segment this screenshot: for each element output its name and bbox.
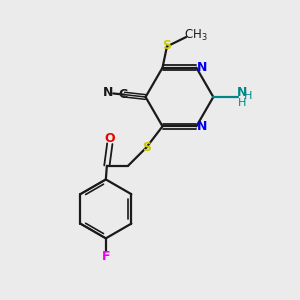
Text: H: H [244, 92, 253, 101]
Text: N: N [197, 61, 208, 74]
Text: N: N [237, 86, 248, 99]
Text: S: S [162, 39, 171, 52]
Text: F: F [102, 250, 110, 263]
Text: CH$_3$: CH$_3$ [184, 28, 207, 44]
Text: N: N [197, 120, 208, 134]
Text: O: O [104, 132, 115, 145]
Text: C: C [118, 88, 128, 100]
Text: H: H [238, 98, 247, 109]
Text: S: S [142, 141, 151, 154]
Text: N: N [103, 86, 114, 99]
